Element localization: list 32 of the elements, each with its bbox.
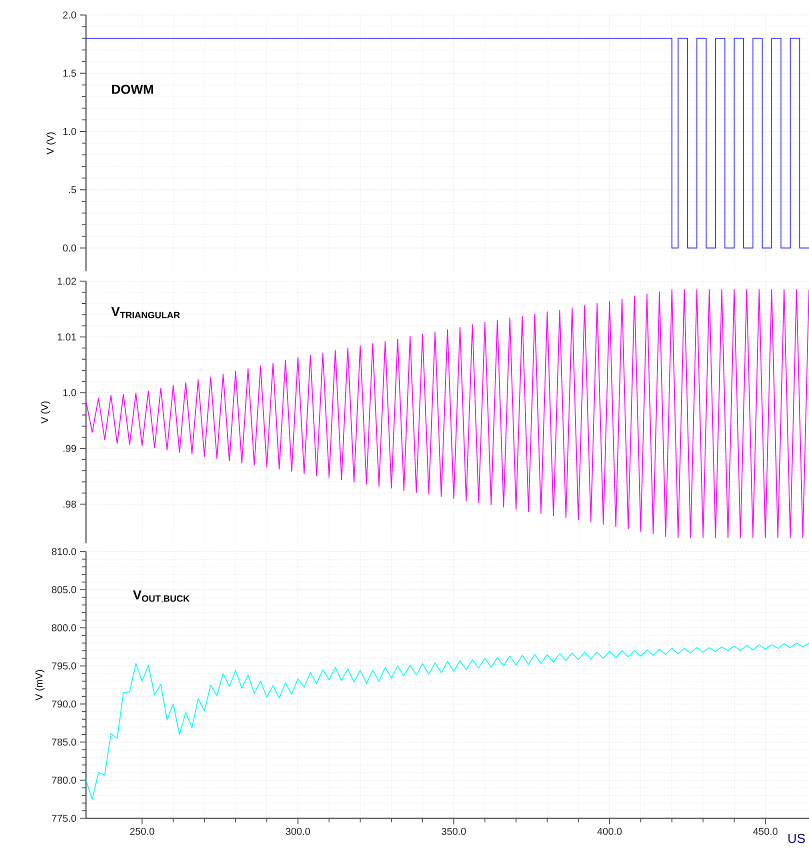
y-tick-label: 1.5	[63, 70, 76, 77]
y-tick-label: 805.0	[52, 586, 76, 594]
x-tick-label: 450.0	[753, 828, 778, 835]
annotation: $\mathbf{V}_{\mathbf{TRIANGULAR}}$	[111, 307, 180, 318]
line-series	[86, 289, 809, 538]
y-axis-title: V (mV)	[35, 670, 45, 700]
y-tick-label: 775.0	[52, 814, 76, 822]
y-tick-label: .98	[63, 500, 76, 508]
x-tick-label: 250.0	[130, 828, 154, 835]
y-tick-label: 785.0	[52, 738, 76, 746]
y-tick-label: 800.0	[52, 624, 76, 632]
y-tick-label: 0.0	[62, 244, 76, 252]
y-tick-label: .99	[63, 444, 76, 452]
annotation: $\mathbf{V}_{\mathbf{OUT,BUCK}}$	[133, 590, 190, 604]
x-axis-title: US	[788, 834, 805, 844]
y-tick-label: 1.02	[58, 278, 76, 285]
y-tick-label: 810.0	[52, 548, 76, 556]
y-tick-label: 780.0	[52, 776, 76, 784]
y-tick-label: .5	[69, 186, 76, 194]
y-tick-label: 1.0	[63, 389, 76, 396]
y-tick-label: 790.0	[52, 700, 76, 708]
annotation: DOWM	[112, 84, 153, 94]
y-tick-label: 1.0	[63, 128, 76, 136]
y-tick-label: 795.0	[52, 662, 76, 670]
x-tick-label: 300.0	[286, 828, 310, 835]
y-axis-title: V (V)	[46, 132, 56, 154]
x-tick-label: 400.0	[597, 828, 622, 835]
y-tick-label: 1.01	[58, 333, 76, 340]
x-tick-label: 350.0	[442, 828, 466, 835]
y-tick-label: 2.0	[63, 11, 76, 19]
line-series	[86, 642, 809, 800]
y-axis-title: V (V)	[40, 401, 50, 424]
